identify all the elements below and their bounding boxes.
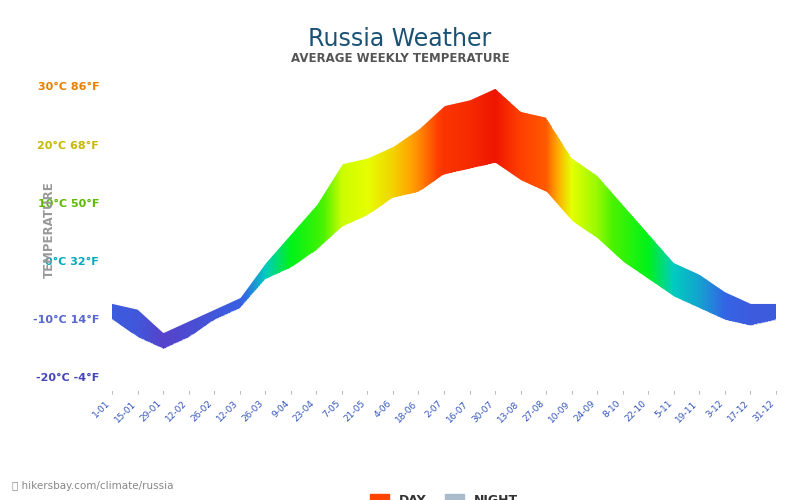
Text: TEMPERATURE: TEMPERATURE <box>42 182 55 278</box>
Text: 10°C 50°F: 10°C 50°F <box>38 199 99 209</box>
Text: 30°C 86°F: 30°C 86°F <box>38 82 99 92</box>
Legend: DAY, NIGHT: DAY, NIGHT <box>365 489 523 500</box>
Text: 🔍 hikersbay.com/climate/russia: 🔍 hikersbay.com/climate/russia <box>12 481 174 491</box>
Text: 20°C 68°F: 20°C 68°F <box>38 140 99 150</box>
Text: -20°C -4°F: -20°C -4°F <box>36 374 99 384</box>
Text: Russia Weather: Russia Weather <box>308 28 492 52</box>
Text: -10°C 14°F: -10°C 14°F <box>33 315 99 325</box>
Text: 0°C 32°F: 0°C 32°F <box>46 257 99 267</box>
Text: AVERAGE WEEKLY TEMPERATURE: AVERAGE WEEKLY TEMPERATURE <box>290 52 510 66</box>
